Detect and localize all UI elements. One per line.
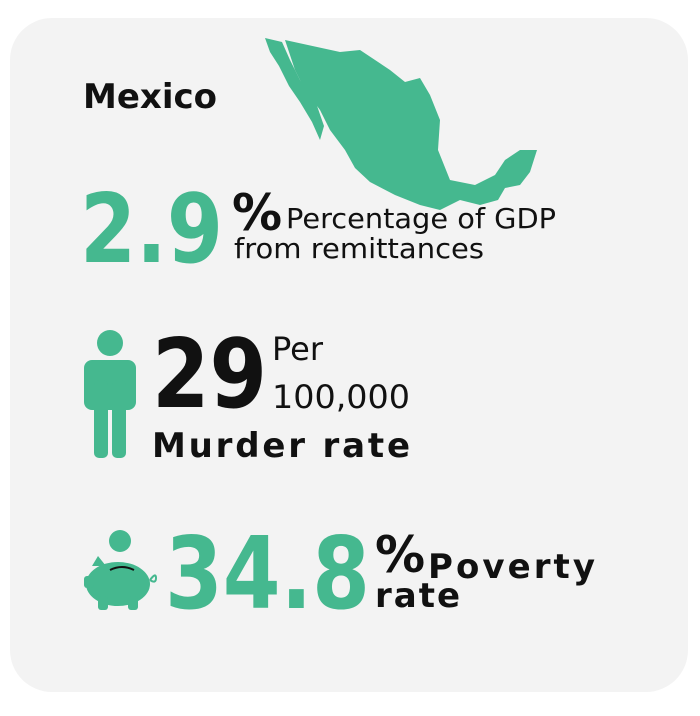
- baja: [265, 38, 324, 140]
- remittances-unit: %: [232, 184, 282, 242]
- poverty-unit: %: [375, 526, 425, 584]
- remittances-value: 2.9: [80, 175, 223, 285]
- murder-value: 29: [152, 320, 267, 430]
- person-icon: [84, 330, 136, 458]
- map: [265, 38, 537, 210]
- remittances-label: from remittances: [234, 232, 484, 265]
- murder-unit: Per: [272, 330, 324, 368]
- poverty-label: Poverty: [428, 547, 595, 587]
- country: Mexico: [83, 77, 217, 117]
- murder-label: Murder rate: [152, 426, 410, 466]
- card: [10, 18, 688, 692]
- murder-unit: 100,000: [272, 378, 410, 416]
- remittances-label: Percentage of GDP: [286, 202, 556, 235]
- piggy-bank-icon: [84, 530, 158, 610]
- coin-slot: [109, 566, 135, 571]
- mainland: [285, 40, 537, 210]
- poverty-value: 34.8: [165, 515, 370, 632]
